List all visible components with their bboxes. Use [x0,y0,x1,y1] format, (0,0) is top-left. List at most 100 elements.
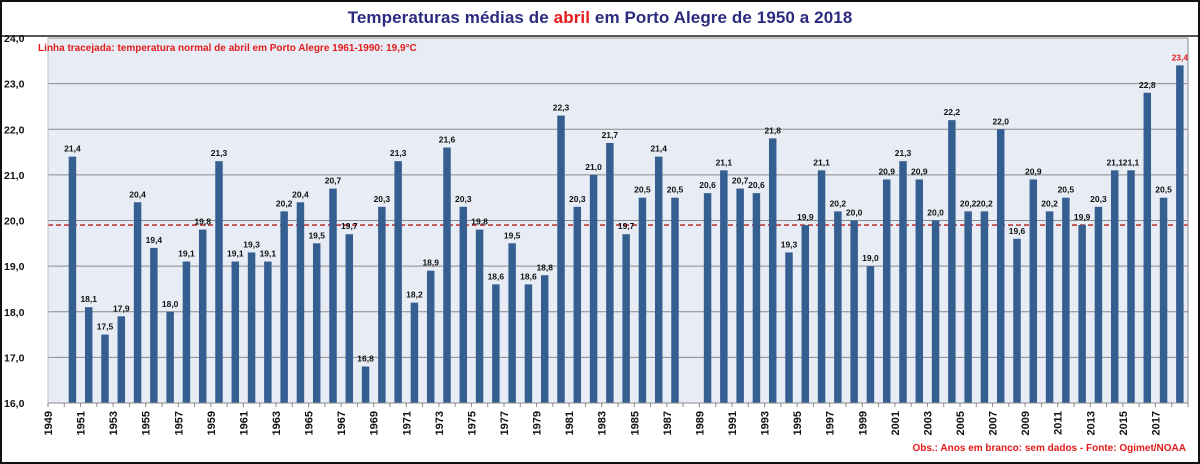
bar-1981 [573,206,582,403]
bar-1952 [101,334,109,403]
data-label-1955: 19,4 [146,235,163,245]
title-divider [2,35,1198,37]
x-tick-label: 1961 [238,411,250,435]
data-label-2006: 20,2 [976,198,993,208]
y-tick-label: 17,0 [4,352,25,364]
data-label-1978: 18,6 [520,271,537,281]
bar-1977 [508,243,516,403]
bar-2000 [882,179,891,403]
x-tick-label: 1965 [304,411,316,435]
data-label-1996: 21,1 [813,157,830,167]
bar-1974 [459,206,468,403]
data-label-1973: 21,6 [439,135,456,145]
bar-1995 [801,225,810,403]
data-label-1967: 19,7 [341,221,358,231]
bar-1987 [671,197,679,403]
data-label-2010: 20,2 [1041,198,1058,208]
data-label-1964: 20,4 [292,189,309,199]
chart-title-suffix: em Porto Alegre de 1950 a 2018 [590,8,853,27]
data-label-1974: 20,3 [455,194,472,204]
data-label-1960: 19,1 [227,249,244,259]
data-label-2016: 22,8 [1139,80,1156,90]
bar-2005 [964,211,972,403]
bar-1970 [394,161,402,403]
x-tick-label: 1979 [532,411,544,435]
data-label-1959: 21,3 [211,148,228,158]
bar-1976 [492,284,500,403]
bar-1980 [557,115,565,403]
data-label-1994: 19,3 [781,239,798,249]
data-label-1969: 20,3 [374,194,391,204]
bar-1973 [443,147,451,403]
x-tick-label: 2007 [988,411,1000,435]
data-label-2018: 23,4 [1172,52,1189,62]
bar-1983 [606,142,614,403]
x-tick-label: 1977 [499,411,511,435]
bar-2006 [980,211,989,403]
data-label-2002: 20,9 [911,166,928,176]
data-label-1952: 17,5 [97,322,114,332]
bar-2007 [996,129,1005,403]
x-tick-label: 2003 [922,411,934,435]
x-tick-label: 1957 [173,411,185,435]
data-label-1990: 21,1 [716,157,733,167]
bar-1985 [638,197,647,403]
x-tick-label: 2009 [1020,411,1032,435]
bar-2009 [1029,179,1038,403]
bar-1954 [133,202,142,403]
data-label-1971: 18,2 [406,290,423,300]
x-tick-label: 1995 [792,411,804,435]
data-label-2015: 21,1 [1123,157,1140,167]
data-label-2004: 22,2 [944,107,961,117]
bar-1972 [426,270,435,403]
x-tick-label: 1971 [401,411,413,435]
x-tick-label: 1993 [760,411,772,435]
data-label-1970: 21,3 [390,148,407,158]
data-label-1962: 19,1 [260,249,277,259]
chart-title: Temperaturas médias de abril em Porto Al… [348,8,853,28]
x-tick-label: 1959 [206,411,218,435]
bar-2003 [931,220,940,403]
data-label-1966: 20,7 [325,176,342,186]
data-label-2008: 19,6 [1009,226,1026,236]
data-label-1975: 19,8 [471,217,488,227]
data-label-1968: 16,8 [357,354,374,364]
x-tick-label: 2005 [955,411,967,435]
bar-1961 [247,252,256,403]
x-tick-label: 1987 [662,411,674,435]
bar-1975 [475,229,484,403]
data-label-2013: 20,3 [1090,194,1107,204]
data-label-1957: 19,1 [178,249,195,259]
bar-1991 [736,188,744,403]
y-tick-label: 18,0 [4,307,25,319]
bar-1953 [117,316,126,403]
x-tick-label: 1969 [369,411,381,435]
bar-1992 [752,193,761,403]
y-tick-label: 20,0 [4,216,25,228]
x-tick-label: 1989 [694,411,706,435]
bar-1969 [378,206,386,403]
x-tick-label: 1999 [857,411,869,435]
data-label-1953: 17,9 [113,303,130,313]
data-label-1954: 20,4 [129,189,146,199]
data-label-1995: 19,9 [797,212,814,222]
bar-1968 [361,366,370,403]
bar-1967 [345,234,354,403]
data-label-1998: 20,0 [846,208,863,218]
bar-1960 [231,261,240,403]
y-tick-label: 24,0 [4,33,25,45]
bar-2002 [915,179,924,403]
y-tick-label: 23,0 [4,79,25,91]
bar-2010 [1045,211,1054,403]
x-tick-label: 2013 [1085,411,1097,435]
x-tick-label: 1975 [466,411,478,435]
bar-1965 [312,243,321,403]
data-label-1983: 21,7 [602,130,619,140]
x-tick-label: 1955 [141,411,153,435]
bar-2018 [1176,65,1184,403]
data-label-1980: 22,3 [553,103,570,113]
data-label-2000: 20,9 [878,166,895,176]
bar-1994 [785,252,793,403]
bar-1964 [296,202,305,403]
